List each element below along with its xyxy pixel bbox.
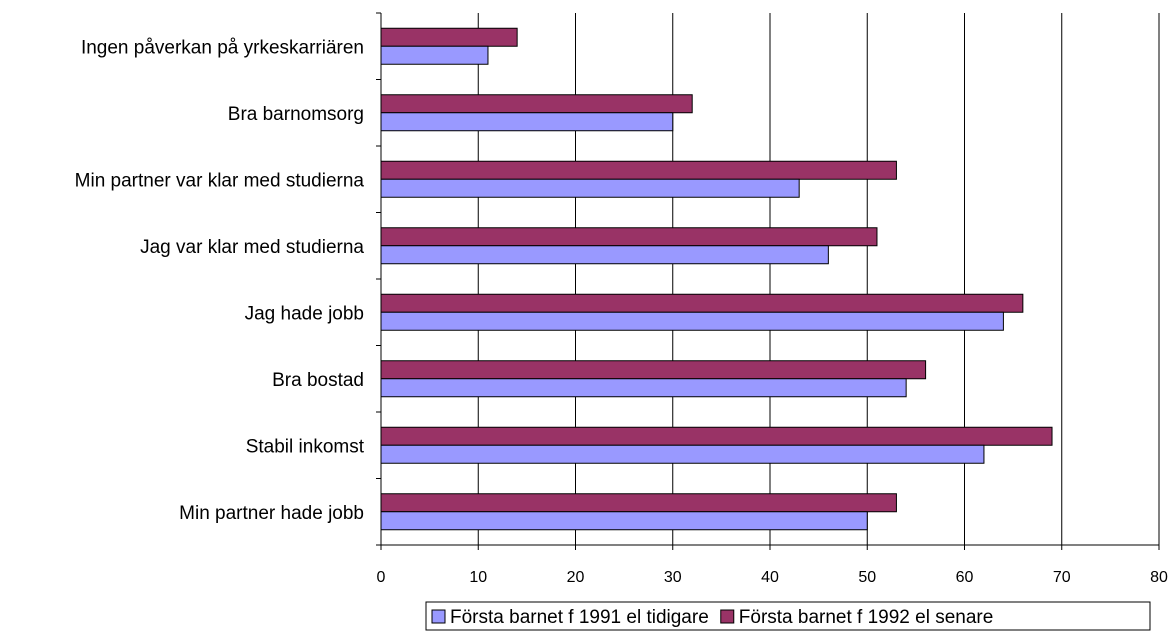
bar	[380, 360, 927, 380]
x-tick-label: 40	[761, 569, 779, 586]
x-tick-label: 50	[858, 569, 876, 586]
bar	[380, 493, 897, 513]
legend-box	[425, 601, 1151, 631]
bar	[380, 311, 1004, 331]
category-label: Jag hade jobb	[245, 303, 364, 324]
bar	[380, 94, 693, 114]
x-tick-label: 70	[1053, 569, 1071, 586]
legend-label: Första barnet f 1991 el tidigare	[450, 607, 709, 628]
x-tick-label: 30	[664, 569, 682, 586]
legend-swatch	[720, 609, 735, 624]
x-tick-label: 10	[469, 569, 487, 586]
x-tick-label: 20	[567, 569, 585, 586]
legend-swatch	[431, 609, 446, 624]
category-label: Ingen påverkan på yrkeskarriären	[81, 37, 364, 58]
bar	[380, 511, 868, 531]
bar	[380, 27, 518, 47]
grid-lines	[477, 13, 1160, 545]
x-tick-label: 80	[1150, 569, 1168, 586]
category-label: Min partner var klar med studierna	[75, 170, 365, 191]
bar	[380, 378, 907, 398]
bar	[380, 227, 878, 247]
bar	[380, 293, 1024, 313]
legend: Första barnet f 1991 el tidigare Första b…	[425, 601, 1151, 631]
bar	[380, 160, 897, 180]
bar	[380, 45, 489, 65]
category-label: Min partner hade jobb	[179, 503, 364, 524]
bar	[380, 178, 800, 198]
bar	[380, 426, 1053, 446]
axis-labels: Ingen påverkan på yrkeskarriären Bra barn…	[75, 37, 1168, 586]
bar	[380, 444, 985, 464]
category-label: Jag var klar med studierna	[140, 237, 364, 258]
x-tick-label: 0	[377, 569, 386, 586]
category-label: Bra barnomsorg	[228, 104, 364, 125]
category-label: Stabil inkomst	[246, 436, 365, 457]
axes	[376, 12, 1160, 550]
x-tick-label: 60	[956, 569, 974, 586]
bar	[380, 245, 829, 265]
bars	[380, 27, 1053, 531]
category-label: Bra bostad	[272, 370, 364, 391]
bar	[380, 112, 674, 132]
legend-label: Första barnet f 1992 el senare	[739, 607, 994, 628]
